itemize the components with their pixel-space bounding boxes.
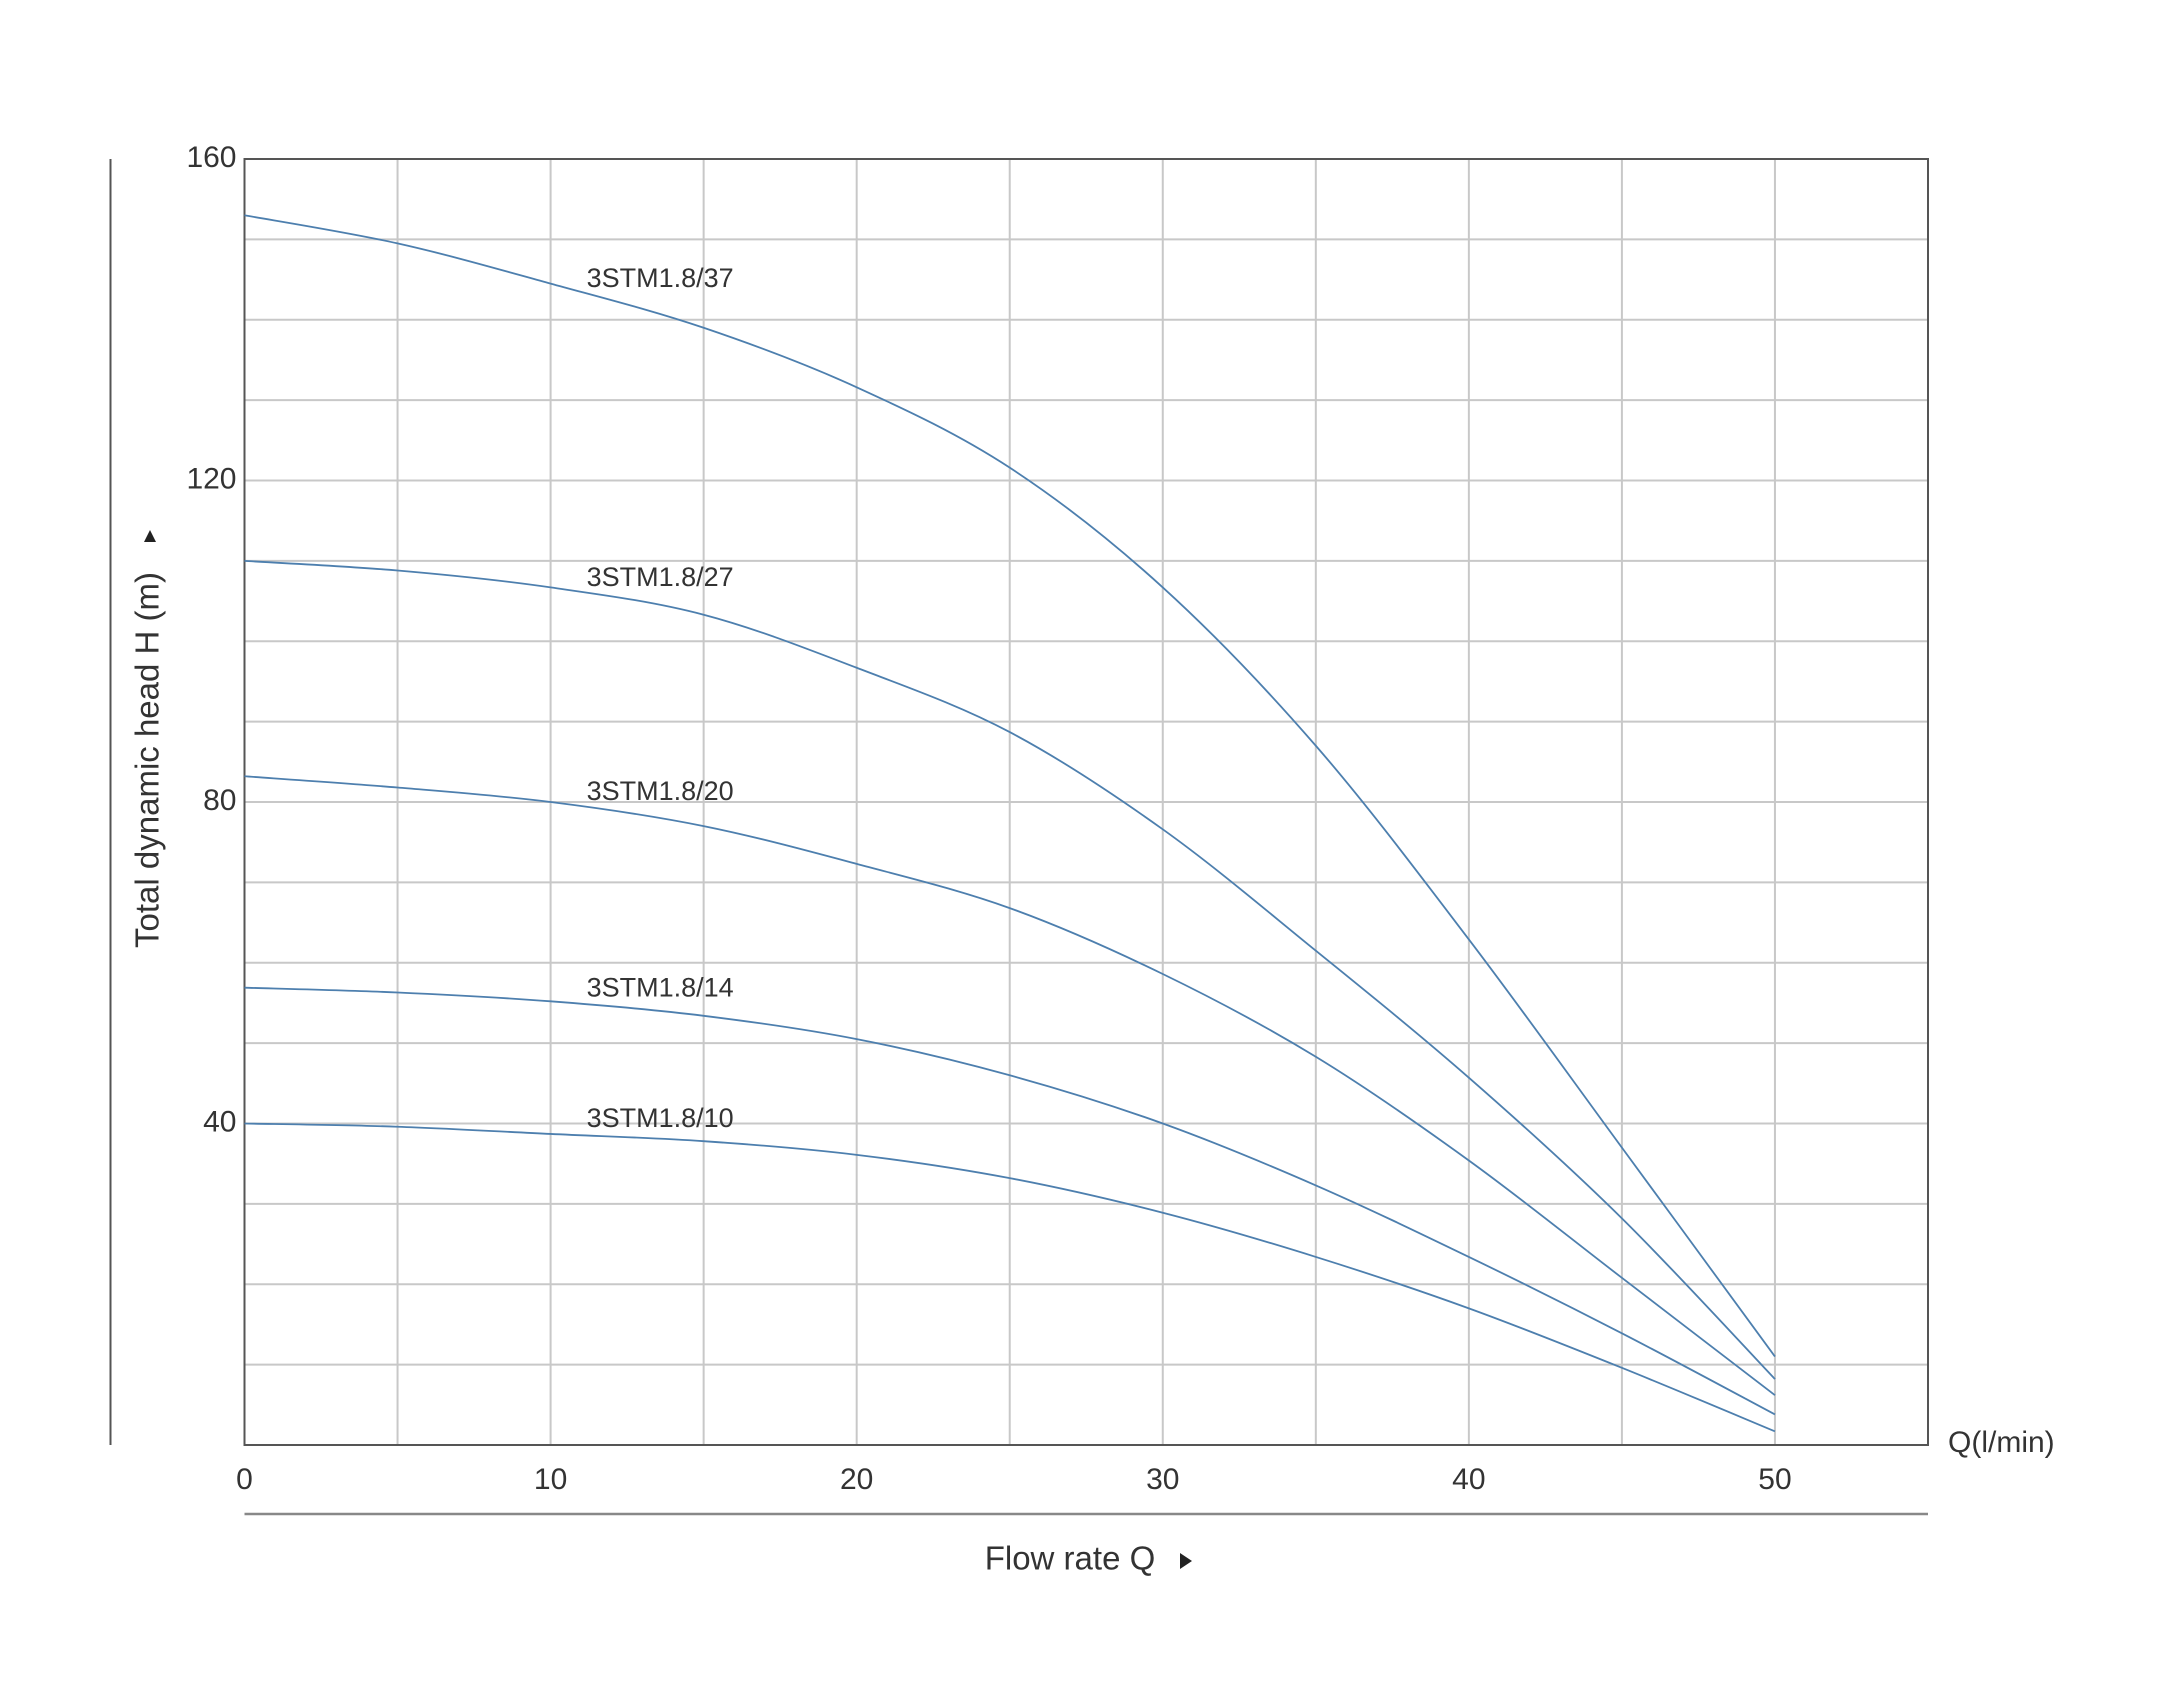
x-tick-label: 10 — [534, 1463, 567, 1496]
x-tick-label: 0 — [236, 1463, 253, 1496]
y-tick-label: 80 — [203, 784, 236, 817]
curve — [244, 986, 1776, 1416]
curve — [244, 214, 1776, 1358]
plot-frame — [243, 158, 1929, 1446]
y-tick-label: 120 — [186, 462, 236, 495]
curve-label: 3STM1.8/14 — [587, 973, 734, 1003]
y-axis-title: Total dynamic head H (m) — [129, 572, 166, 948]
y-arrow — [144, 530, 156, 542]
y-tick-label: 160 — [186, 141, 236, 174]
x-tick-label: 40 — [1452, 1463, 1485, 1496]
x-unit: Q(l/min) — [1948, 1426, 2055, 1459]
x-tick-label: 30 — [1146, 1463, 1179, 1496]
x-tick-label: 50 — [1758, 1463, 1791, 1496]
curve-label: 3STM1.8/20 — [587, 776, 734, 806]
curve-label: 3STM1.8/37 — [587, 263, 734, 293]
curve-label: 3STM1.8/10 — [587, 1103, 734, 1133]
x-axis-title: Flow rate Q — [985, 1540, 1156, 1577]
curve — [244, 559, 1776, 1380]
curve-label: 3STM1.8/27 — [587, 562, 734, 592]
y-axis-title-group: Total dynamic head H (m) — [129, 530, 166, 948]
y-tick-label: 40 — [203, 1105, 236, 1138]
x-tick-label: 20 — [840, 1463, 873, 1496]
curve — [244, 1122, 1776, 1433]
x-arrow — [1180, 1553, 1192, 1569]
curve — [244, 775, 1776, 1396]
